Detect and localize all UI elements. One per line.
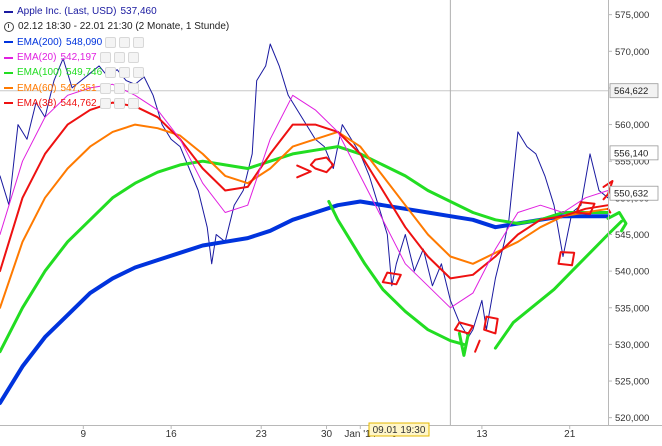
y-tick-label: 540,000 xyxy=(615,267,649,278)
x-tick-label: Jan '14 xyxy=(344,429,376,440)
price-marker-label: 550,632 xyxy=(614,189,648,200)
price-axis: 575,000570,000565,000560,000555,000550,0… xyxy=(608,10,649,424)
legend-indicators: EMA(200) 548,090 EMA(20) 542,197 EMA(100) 549… xyxy=(4,35,229,111)
y-tick-label: 555,000 xyxy=(615,157,649,168)
legend-indicator-label: EMA(200) xyxy=(17,36,63,48)
annotation-layer xyxy=(296,156,628,357)
settings-icon[interactable] xyxy=(99,97,111,109)
legend-ema-100[interactable]: EMA(100) 549,746 xyxy=(4,65,229,80)
legend-indicator-value: 542,197 xyxy=(60,52,97,64)
settings-icon[interactable] xyxy=(99,82,111,94)
hide-icon[interactable] xyxy=(113,52,125,64)
legend-main-label: Apple Inc. (Last, USD) xyxy=(17,6,117,18)
close-icon[interactable] xyxy=(127,52,139,64)
annotation-stroke-9 xyxy=(474,339,481,353)
annotation-stroke-1 xyxy=(457,331,470,357)
legend-indicator-value: 544,762 xyxy=(60,97,97,109)
y-tick-label: 560,000 xyxy=(615,120,649,131)
legend-indicator-value: 549,746 xyxy=(66,67,103,79)
legend-ema-20[interactable]: EMA(20) 542,197 xyxy=(4,50,229,65)
y-tick-label: 535,000 xyxy=(615,303,649,314)
settings-icon[interactable] xyxy=(105,36,117,48)
close-icon[interactable] xyxy=(127,97,139,109)
price-marker-box xyxy=(609,83,659,99)
price-marker-box xyxy=(609,185,659,201)
price-marker-0: 564,622 xyxy=(609,83,659,99)
annotation-stroke-0 xyxy=(327,200,466,346)
hide-icon[interactable] xyxy=(119,36,131,48)
x-tick-label: 23 xyxy=(256,429,268,440)
legend-ema-200[interactable]: EMA(200) 548,090 xyxy=(4,35,229,50)
series-ema-60 xyxy=(0,123,609,309)
annotation-stroke-7 xyxy=(453,321,474,335)
annotation-stroke-2 xyxy=(493,219,623,350)
price-marker-label: 556,140 xyxy=(614,148,648,159)
close-icon[interactable] xyxy=(133,67,145,79)
legend-ema-60[interactable]: EMA(60) 547,351 xyxy=(4,80,229,95)
annotation-stroke-5 xyxy=(296,164,312,179)
x-tick-label: 21 xyxy=(564,429,576,440)
price-marker-1: 550,632 xyxy=(609,185,659,201)
plot-background xyxy=(0,0,608,425)
annotation-stroke-3 xyxy=(606,211,628,233)
series-line-icon xyxy=(4,10,13,13)
series-ema-200 xyxy=(0,199,610,405)
legend-period-text: 02.12 18:30 - 22.01 21:30 (2 Monate, 1 S… xyxy=(18,21,230,33)
chart-legend: Apple Inc. (Last, USD) 537,460 02.12 18:… xyxy=(4,4,229,111)
indicator-line-icon xyxy=(4,102,13,105)
annotation-stroke-6 xyxy=(381,271,402,286)
y-tick-label: 520,000 xyxy=(615,413,649,424)
price-markers: 564,622 550,632 556,140 xyxy=(609,83,659,201)
legend-main-value: 537,460 xyxy=(120,6,157,18)
y-tick-label: 525,000 xyxy=(615,377,649,388)
settings-icon[interactable] xyxy=(105,67,117,79)
indicator-line-icon xyxy=(4,56,13,59)
annotation-stroke-10 xyxy=(557,251,576,267)
series-ema-100 xyxy=(0,145,610,354)
x-tick-label: 16 xyxy=(166,429,178,440)
y-tick-label: 545,000 xyxy=(615,230,649,241)
legend-indicator-label: EMA(38) xyxy=(17,97,57,109)
annotation-stroke-8 xyxy=(483,315,499,335)
settings-icon[interactable] xyxy=(99,52,111,64)
x-tick-label: 13 xyxy=(476,429,488,440)
legend-indicator-value: 547,351 xyxy=(60,82,97,94)
close-icon[interactable] xyxy=(127,82,139,94)
legend-indicator-label: EMA(20) xyxy=(17,52,57,64)
y-tick-label: 570,000 xyxy=(615,47,649,58)
crosshair-label-text: 09.01 19:30 xyxy=(373,425,426,436)
y-tick-label: 530,000 xyxy=(615,340,649,351)
annotation-stroke-11 xyxy=(575,201,596,215)
x-tick-label: 30 xyxy=(321,429,333,440)
hide-icon[interactable] xyxy=(119,67,131,79)
indicator-line-icon xyxy=(4,41,13,44)
close-icon[interactable] xyxy=(133,36,145,48)
legend-indicator-label: EMA(100) xyxy=(17,67,63,79)
y-tick-label: 575,000 xyxy=(615,10,649,21)
clock-icon xyxy=(4,21,14,32)
price-marker-2: 556,140 xyxy=(609,145,659,161)
legend-ema-38[interactable]: EMA(38) 544,762 xyxy=(4,96,229,111)
legend-period: 02.12 18:30 - 22.01 21:30 (2 Monate, 1 S… xyxy=(4,19,229,34)
price-marker-label: 564,622 xyxy=(614,86,648,97)
price-marker-box xyxy=(609,145,659,161)
indicator-line-icon xyxy=(4,71,13,74)
legend-main[interactable]: Apple Inc. (Last, USD) 537,460 xyxy=(4,4,229,19)
crosshair-label-box xyxy=(368,422,430,437)
indicator-line-icon xyxy=(4,87,13,90)
crosshair-time-label: 09.01 19:30 xyxy=(368,422,430,437)
legend-indicator-label: EMA(60) xyxy=(17,82,57,94)
hide-icon[interactable] xyxy=(113,82,125,94)
x-tick-label: 9 xyxy=(81,429,87,440)
annotation-stroke-4 xyxy=(309,156,335,174)
legend-indicator-value: 548,090 xyxy=(66,36,103,48)
hide-icon[interactable] xyxy=(113,97,125,109)
